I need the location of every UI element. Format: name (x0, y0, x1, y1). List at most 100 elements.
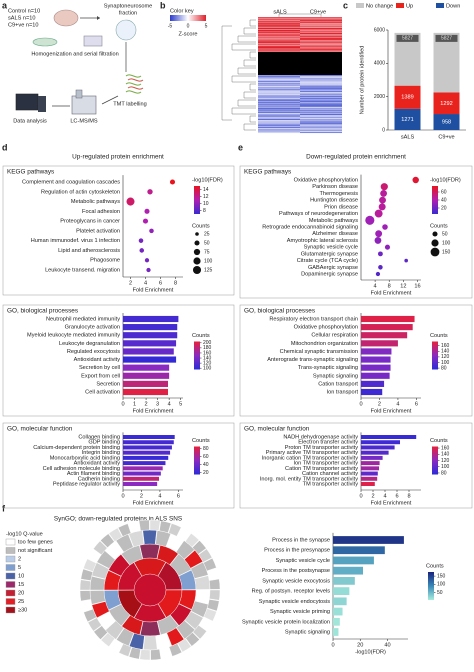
heatmap-cell (300, 78, 342, 80)
x-tick-label: 2 (145, 401, 148, 407)
category-label: Focal adhesion (82, 209, 120, 215)
category-label: Retrograde endocannabinoid signaling (262, 224, 358, 230)
panel-box (2, 165, 235, 296)
sunburst-wedge (192, 540, 207, 555)
heatmap-cell (258, 85, 300, 87)
step-label: Homogenization and serial filtration (31, 51, 118, 57)
legend-swatch (436, 3, 444, 8)
heatmap-cell (300, 31, 342, 33)
sunburst-wedge (177, 638, 192, 653)
heatmap-cell (300, 85, 342, 87)
heatmap-cell (258, 46, 300, 48)
y-axis-title: Number of protein identified (359, 46, 365, 115)
dot (142, 218, 149, 224)
bar (123, 356, 177, 363)
category-label: Peptidase regulator activity (53, 481, 120, 487)
category-label: Cellular respiration (311, 333, 358, 339)
colorbar-tick-label: 160 (441, 445, 450, 451)
colorbar (194, 446, 200, 475)
colorbar-tick-label: 160 (203, 350, 212, 356)
x-tick-label: 1 (133, 401, 136, 407)
colorbar-title: Counts (192, 333, 210, 339)
legend-swatch (5, 581, 16, 588)
heatmap-cell (300, 30, 342, 32)
dot (377, 251, 383, 257)
heatmap-cell (300, 101, 342, 103)
heatmap-cell (258, 59, 300, 61)
dot (169, 179, 176, 185)
heatmap-cell (300, 66, 342, 68)
heatmap-cell (258, 50, 300, 52)
sunburst-wedge (79, 590, 91, 602)
colorbar-tick-label: 200 (203, 340, 212, 346)
legend-label: 2 (18, 556, 21, 562)
heatmap-cell (300, 98, 342, 100)
category-label: Integrin binding (82, 450, 120, 456)
panel-label: a (2, 0, 8, 10)
bar (361, 364, 391, 371)
heatmap-cell (258, 84, 300, 86)
heatmap-cell (300, 121, 342, 123)
heatmap-cell (258, 118, 300, 120)
heatmap-cell (258, 65, 300, 67)
bar (123, 466, 163, 471)
heatmap-cell (300, 74, 342, 76)
dendrogram (231, 75, 256, 83)
x-tick-label: 12 (400, 283, 406, 289)
heatmap-cell (258, 63, 300, 65)
bar (333, 587, 350, 595)
sunburst-wedge (192, 624, 207, 640)
dendrogram (249, 83, 256, 91)
heatmap-cell (300, 53, 342, 55)
category-label: Secretion by cell (79, 365, 120, 371)
size-legend-title: Counts (430, 223, 448, 229)
panel-box (239, 165, 473, 299)
category-label: Synaptic vesicle protein localization (242, 619, 330, 625)
dot (147, 189, 153, 195)
heatmap-cell (258, 102, 300, 104)
heatmap-cell (300, 69, 342, 71)
category-label: Lipid and atherosclerosis (58, 248, 120, 254)
x-tick-label: 4 (374, 283, 377, 289)
color-key-title: Color key (170, 8, 194, 14)
size-legend-dot (193, 257, 201, 265)
legend-swatch (5, 564, 16, 571)
colorbar-tick-label: 150 (437, 573, 446, 579)
dot (149, 228, 154, 234)
heatmap-cell (300, 17, 342, 19)
heatmap-cell (258, 69, 300, 71)
heatmap-cell (258, 19, 300, 21)
heatmap-cell (300, 52, 342, 54)
color-key-tick: 5 (205, 23, 208, 29)
category-label: TM transporter activity (303, 481, 359, 487)
bar (361, 476, 378, 481)
step-label: TMT labelling (113, 101, 146, 107)
arrow (101, 95, 119, 105)
filter-icon (83, 35, 103, 47)
heatmap-cell (258, 18, 300, 20)
category-label: Process in the synapse (272, 537, 330, 543)
legend-swatch (5, 598, 16, 605)
sunburst-wedge (150, 649, 162, 661)
category-label: Process in the presynapse (264, 548, 330, 554)
x-tick-label: 4 (158, 493, 161, 499)
heatmap-cell (300, 68, 342, 70)
sunburst-wedge (149, 519, 161, 531)
panel-heading: KEGG pathways (244, 169, 291, 176)
fraction-label: fraction (119, 10, 137, 16)
heatmap-cell (258, 82, 300, 84)
heatmap-cell (300, 33, 342, 35)
value-label: 1271 (401, 117, 413, 123)
bar (123, 455, 169, 460)
heatmap-cell (300, 24, 342, 26)
colorbar-tick-label: 100 (437, 582, 446, 588)
panel-box (2, 304, 235, 417)
dot (375, 271, 381, 277)
legend-swatch (5, 589, 16, 597)
step-label: Data analysis (13, 118, 47, 124)
heatmap-cell (300, 126, 342, 128)
heatmap-cell (258, 20, 300, 22)
sunburst-wedge (203, 608, 217, 622)
dot (380, 183, 388, 191)
heatmap-cell (300, 22, 342, 24)
